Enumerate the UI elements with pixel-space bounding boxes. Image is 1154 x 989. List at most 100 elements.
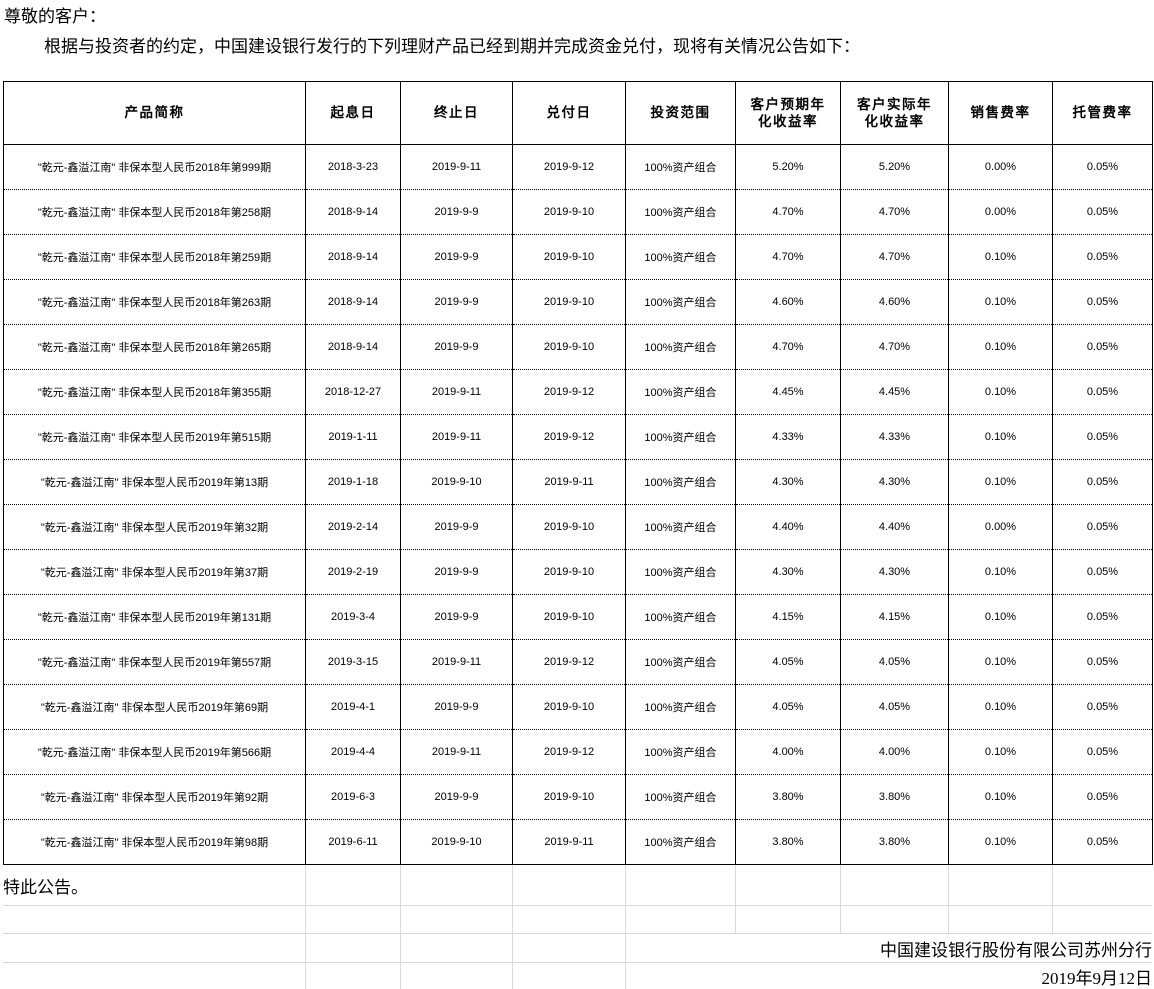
invest-scope-cell: 100%资产组合 xyxy=(626,415,736,460)
end-date-cell: 2019-9-9 xyxy=(401,595,513,640)
actual-rate-cell: 4.70% xyxy=(841,325,949,370)
footer-cell xyxy=(400,934,512,963)
footer-cell xyxy=(400,906,512,934)
product-name-cell: "乾元-鑫溢江南" 非保本型人民币2018年第258期 xyxy=(4,190,306,235)
footer-cell xyxy=(305,865,400,906)
footer-cell xyxy=(512,865,625,906)
end-date-cell: 2019-9-9 xyxy=(401,550,513,595)
footer-cell xyxy=(1052,906,1152,934)
actual-rate-cell: 4.70% xyxy=(841,235,949,280)
footer-cell xyxy=(305,934,400,963)
footer-row-notice: 特此公告。 xyxy=(3,865,1152,906)
actual-rate-cell: 4.15% xyxy=(841,595,949,640)
end-date-cell: 2019-9-9 xyxy=(401,235,513,280)
footer-cell xyxy=(840,865,948,906)
trust-fee-cell: 0.05% xyxy=(1053,730,1153,775)
expected-rate-cell: 4.05% xyxy=(736,685,841,730)
product-name-cell: "乾元-鑫溢江南" 非保本型人民币2019年第515期 xyxy=(4,415,306,460)
end-date-cell: 2019-9-11 xyxy=(401,640,513,685)
start-date-cell: 2019-6-3 xyxy=(306,775,401,820)
trust-fee-cell: 0.05% xyxy=(1053,460,1153,505)
end-date-cell: 2019-9-10 xyxy=(401,460,513,505)
trust-fee-cell: 0.05% xyxy=(1053,370,1153,415)
payment-date-cell: 2019-9-12 xyxy=(513,640,626,685)
col-header-product-name: 产品简称 xyxy=(4,82,306,145)
end-date-cell: 2019-9-9 xyxy=(401,505,513,550)
payment-date-cell: 2019-9-10 xyxy=(513,280,626,325)
col-header-sales-fee: 销售费率 xyxy=(949,82,1053,145)
payment-date-cell: 2019-9-12 xyxy=(513,145,626,190)
payment-date-cell: 2019-9-10 xyxy=(513,505,626,550)
col-header-trust-fee: 托管费率 xyxy=(1053,82,1153,145)
sales-fee-cell: 0.10% xyxy=(949,370,1053,415)
col-header-actual-rate: 客户实际年 化收益率 xyxy=(841,82,949,145)
product-name-cell: "乾元-鑫溢江南" 非保本型人民币2019年第32期 xyxy=(4,505,306,550)
expected-rate-cell: 4.33% xyxy=(736,415,841,460)
payment-date-cell: 2019-9-10 xyxy=(513,775,626,820)
invest-scope-cell: 100%资产组合 xyxy=(626,235,736,280)
invest-scope-cell: 100%资产组合 xyxy=(626,550,736,595)
invest-scope-cell: 100%资产组合 xyxy=(626,280,736,325)
product-name-cell: "乾元-鑫溢江南" 非保本型人民币2019年第92期 xyxy=(4,775,306,820)
actual-rate-cell: 4.33% xyxy=(841,415,949,460)
end-date-cell: 2019-9-9 xyxy=(401,685,513,730)
invest-scope-cell: 100%资产组合 xyxy=(626,775,736,820)
start-date-cell: 2019-4-4 xyxy=(306,730,401,775)
payment-date-cell: 2019-9-10 xyxy=(513,685,626,730)
actual-rate-cell: 4.45% xyxy=(841,370,949,415)
expected-rate-cell: 4.15% xyxy=(736,595,841,640)
sales-fee-cell: 0.10% xyxy=(949,820,1053,865)
actual-rate-cell: 4.30% xyxy=(841,460,949,505)
sales-fee-cell: 0.10% xyxy=(949,550,1053,595)
actual-rate-cell: 5.20% xyxy=(841,145,949,190)
sales-fee-cell: 0.10% xyxy=(949,415,1053,460)
end-date-cell: 2019-9-9 xyxy=(401,325,513,370)
invest-scope-cell: 100%资产组合 xyxy=(626,370,736,415)
trust-fee-cell: 0.05% xyxy=(1053,685,1153,730)
start-date-cell: 2018-9-14 xyxy=(306,235,401,280)
sales-fee-cell: 0.10% xyxy=(949,730,1053,775)
expected-rate-cell: 4.60% xyxy=(736,280,841,325)
payment-date-cell: 2019-9-10 xyxy=(513,595,626,640)
invest-scope-cell: 100%资产组合 xyxy=(626,460,736,505)
intro-body-text: 根据与投资者的约定，中国建设银行发行的下列理财产品已经到期并完成资金兑付，现将有… xyxy=(0,25,1154,55)
sales-fee-cell: 0.00% xyxy=(949,145,1053,190)
start-date-cell: 2018-9-14 xyxy=(306,190,401,235)
footer-cell xyxy=(3,934,305,963)
invest-scope-cell: 100%资产组合 xyxy=(626,640,736,685)
invest-scope-cell: 100%资产组合 xyxy=(626,190,736,235)
product-name-cell: "乾元-鑫溢江南" 非保本型人民币2018年第999期 xyxy=(4,145,306,190)
product-name-cell: "乾元-鑫溢江南" 非保本型人民币2019年第13期 xyxy=(4,460,306,505)
actual-rate-cell: 4.30% xyxy=(841,550,949,595)
col-header-expected-rate-line1: 客户预期年 xyxy=(736,96,840,113)
col-header-expected-rate: 客户预期年 化收益率 xyxy=(736,82,841,145)
payment-date-cell: 2019-9-12 xyxy=(513,730,626,775)
footer-row-signature: 中国建设银行股份有限公司苏州分行 xyxy=(3,934,1152,963)
start-date-cell: 2019-2-14 xyxy=(306,505,401,550)
col-header-actual-rate-line1: 客户实际年 xyxy=(841,96,948,113)
actual-rate-cell: 4.05% xyxy=(841,685,949,730)
end-date-cell: 2019-9-11 xyxy=(401,730,513,775)
footer-cell xyxy=(305,963,400,989)
expected-rate-cell: 4.70% xyxy=(736,190,841,235)
end-date-cell: 2019-9-9 xyxy=(401,190,513,235)
footer-grid: 特此公告。 xyxy=(3,865,1152,989)
footer-cell xyxy=(305,906,400,934)
trust-fee-cell: 0.05% xyxy=(1053,550,1153,595)
footer-cell xyxy=(512,963,625,989)
payment-date-cell: 2019-9-10 xyxy=(513,190,626,235)
col-header-start-date: 起息日 xyxy=(306,82,401,145)
product-name-cell: "乾元-鑫溢江南" 非保本型人民币2018年第355期 xyxy=(4,370,306,415)
sales-fee-cell: 0.10% xyxy=(949,235,1053,280)
trust-fee-cell: 0.05% xyxy=(1053,775,1153,820)
